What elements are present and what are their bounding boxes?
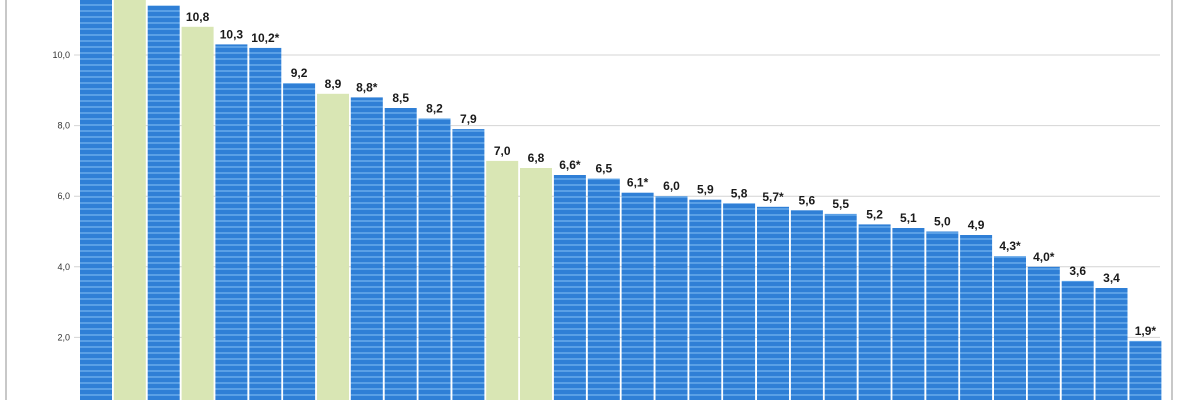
- bar: [249, 47, 282, 400]
- bar: [1027, 266, 1060, 400]
- data-label: 1,9*: [1135, 324, 1157, 338]
- data-label: 5,6: [799, 193, 816, 207]
- chart-frame: [5, 0, 1173, 400]
- data-label: 7,0: [494, 144, 511, 158]
- data-label: 5,8: [731, 186, 748, 200]
- data-label: 6,5: [595, 162, 612, 176]
- bar-highlight: [520, 168, 552, 400]
- data-label: 4,9: [968, 218, 985, 232]
- data-label: 7,9: [460, 112, 477, 126]
- bar: [892, 228, 925, 400]
- bar: [215, 44, 248, 400]
- data-label: 4,0*: [1033, 250, 1055, 264]
- bar: [824, 213, 857, 400]
- bar: [689, 199, 722, 400]
- bars: [80, 0, 1162, 400]
- data-label: 3,4: [1103, 271, 1120, 285]
- bar: [621, 192, 654, 400]
- bar: [418, 118, 451, 400]
- y-tick-label: 10,0: [52, 50, 70, 60]
- data-labels: 10,8 10,3 10,2* 9,2 8,9 8,8* 8,5 8,2 7,9 7,0 6,8 6,…: [186, 10, 1156, 338]
- bar-highlight: [486, 160, 519, 400]
- data-label: 8,5: [392, 91, 409, 105]
- data-label: 8,8*: [356, 80, 378, 94]
- y-tick-label: 6,0: [57, 191, 70, 201]
- bar: [1129, 340, 1162, 400]
- data-label: 9,2: [291, 66, 308, 80]
- bar: [384, 108, 417, 400]
- data-label: 5,1: [900, 211, 917, 225]
- bar: [1061, 280, 1094, 400]
- y-tick-label: 8,0: [57, 121, 70, 131]
- data-label: 8,9: [325, 77, 342, 91]
- y-tick-label: 2,0: [57, 332, 70, 342]
- bar: [350, 97, 383, 400]
- bar: [587, 178, 620, 400]
- bar-highlight: [317, 93, 349, 400]
- data-label: 6,0: [663, 179, 680, 193]
- bar-highlight: [181, 26, 214, 400]
- bar: [283, 83, 316, 400]
- bar: [80, 0, 112, 400]
- bar: [553, 175, 586, 400]
- data-label: 4,3*: [999, 239, 1021, 253]
- bar: [994, 256, 1026, 400]
- data-label: 5,5: [832, 197, 849, 211]
- bar: [757, 206, 789, 400]
- data-label: 5,2: [866, 207, 883, 221]
- data-label: 5,0: [934, 215, 951, 229]
- bar: [790, 210, 823, 400]
- data-label: 3,6: [1069, 264, 1086, 278]
- bar: [147, 5, 180, 400]
- data-label: 10,3: [220, 27, 244, 41]
- data-label: 5,9: [697, 183, 714, 197]
- bar: [723, 203, 756, 400]
- bar: [960, 235, 993, 400]
- bar: [858, 224, 891, 400]
- y-axis-ticks: 2,0 4,0 6,0 8,0 10,0: [52, 50, 70, 342]
- data-label: 6,8: [528, 151, 545, 165]
- bar: [452, 129, 485, 400]
- bar: [1095, 288, 1128, 400]
- bar: [655, 196, 688, 400]
- data-label: 6,6*: [559, 158, 581, 172]
- data-label: 6,1*: [627, 176, 649, 190]
- data-label: 10,8: [186, 10, 210, 24]
- y-tick-label: 4,0: [57, 262, 70, 272]
- bar-highlight: [113, 0, 146, 400]
- data-label: 8,2: [426, 102, 443, 116]
- data-label: 5,7*: [762, 190, 784, 204]
- data-label: 10,2*: [251, 31, 279, 45]
- bar: [926, 231, 959, 400]
